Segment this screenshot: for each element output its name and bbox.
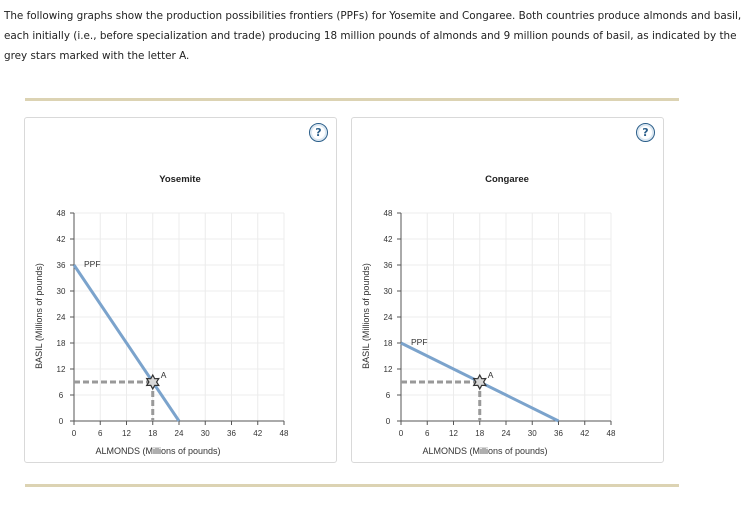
x-tick-label: 42 — [253, 429, 262, 438]
y-tick-label: 48 — [57, 209, 66, 218]
ppf-line — [72, 264, 181, 422]
congaree-chart: 0 6 12 18 24 30 36 42 48 0 6 12 18 24 30 36 42 48 Congaree… — [361, 174, 616, 456]
y-tick-label: 30 — [384, 287, 393, 296]
x-tick-label: 36 — [554, 429, 563, 438]
ppf-label: PPF — [84, 259, 101, 269]
y-tick-label: 6 — [59, 391, 64, 400]
y-tick-label: 18 — [57, 339, 66, 348]
x-tick-label: 12 — [449, 429, 458, 438]
x-tick-label: 0 — [399, 429, 404, 438]
x-tick-label: 18 — [148, 429, 157, 438]
x-tick-label: 0 — [72, 429, 77, 438]
x-tick-label: 30 — [528, 429, 537, 438]
instructions-text: The following graphs show the production… — [4, 10, 742, 62]
y-tick-label: 6 — [386, 391, 391, 400]
x-tick-label: 30 — [201, 429, 210, 438]
bottom-divider — [25, 484, 679, 487]
help-icon[interactable]: ? — [309, 123, 328, 142]
y-axis-label: BASIL (Millions of pounds) — [361, 263, 371, 369]
point-a-label: A — [488, 370, 494, 380]
y-tick-label: 30 — [57, 287, 66, 296]
help-icon[interactable]: ? — [636, 123, 655, 142]
y-tick-label: 12 — [384, 365, 393, 374]
x-tick-label: 18 — [475, 429, 484, 438]
x-tick-label: 24 — [502, 429, 511, 438]
congaree-graph-panel: ? 0 6 12 18 24 30 36 42 48 0 6 12 18 24 30 36 42 48 Congar… — [351, 117, 664, 463]
point-a-star — [472, 373, 487, 391]
y-tick-label: 12 — [57, 365, 66, 374]
x-tick-label: 36 — [227, 429, 236, 438]
y-tick-label: 24 — [384, 313, 393, 322]
y-tick-label: 48 — [384, 209, 393, 218]
top-divider — [25, 98, 679, 101]
yosemite-graph-panel: ? 0 6 12 18 24 30 36 42 48 0 6 12 18 24 30 36 42 48 Yosemi… — [24, 117, 337, 463]
x-tick-label: 6 — [425, 429, 430, 438]
chart-title: Congaree — [485, 174, 529, 185]
x-tick-label: 24 — [175, 429, 184, 438]
x-tick-label: 48 — [607, 429, 616, 438]
y-tick-label: 36 — [57, 261, 66, 270]
yosemite-chart: 0 6 12 18 24 30 36 42 48 0 6 12 18 24 30 36 42 48 Yosemite… — [34, 174, 289, 456]
y-axis-label: BASIL (Millions of pounds) — [34, 263, 44, 369]
y-tick-label: 18 — [384, 339, 393, 348]
x-tick-label: 48 — [280, 429, 289, 438]
y-tick-label: 0 — [386, 417, 391, 426]
y-tick-label: 24 — [57, 313, 66, 322]
y-tick-label: 36 — [384, 261, 393, 270]
x-axis-label: ALMONDS (Millions of pounds) — [95, 446, 220, 456]
y-tick-label: 42 — [57, 235, 66, 244]
x-tick-label: 6 — [98, 429, 103, 438]
x-tick-label: 12 — [122, 429, 131, 438]
point-a-label: A — [161, 370, 167, 380]
x-axis-label: ALMONDS (Millions of pounds) — [422, 446, 547, 456]
x-tick-label: 42 — [580, 429, 589, 438]
chart-title: Yosemite — [159, 174, 201, 185]
ppf-label: PPF — [411, 337, 428, 347]
y-tick-label: 0 — [59, 417, 64, 426]
y-tick-label: 42 — [384, 235, 393, 244]
point-a-star — [145, 373, 160, 391]
